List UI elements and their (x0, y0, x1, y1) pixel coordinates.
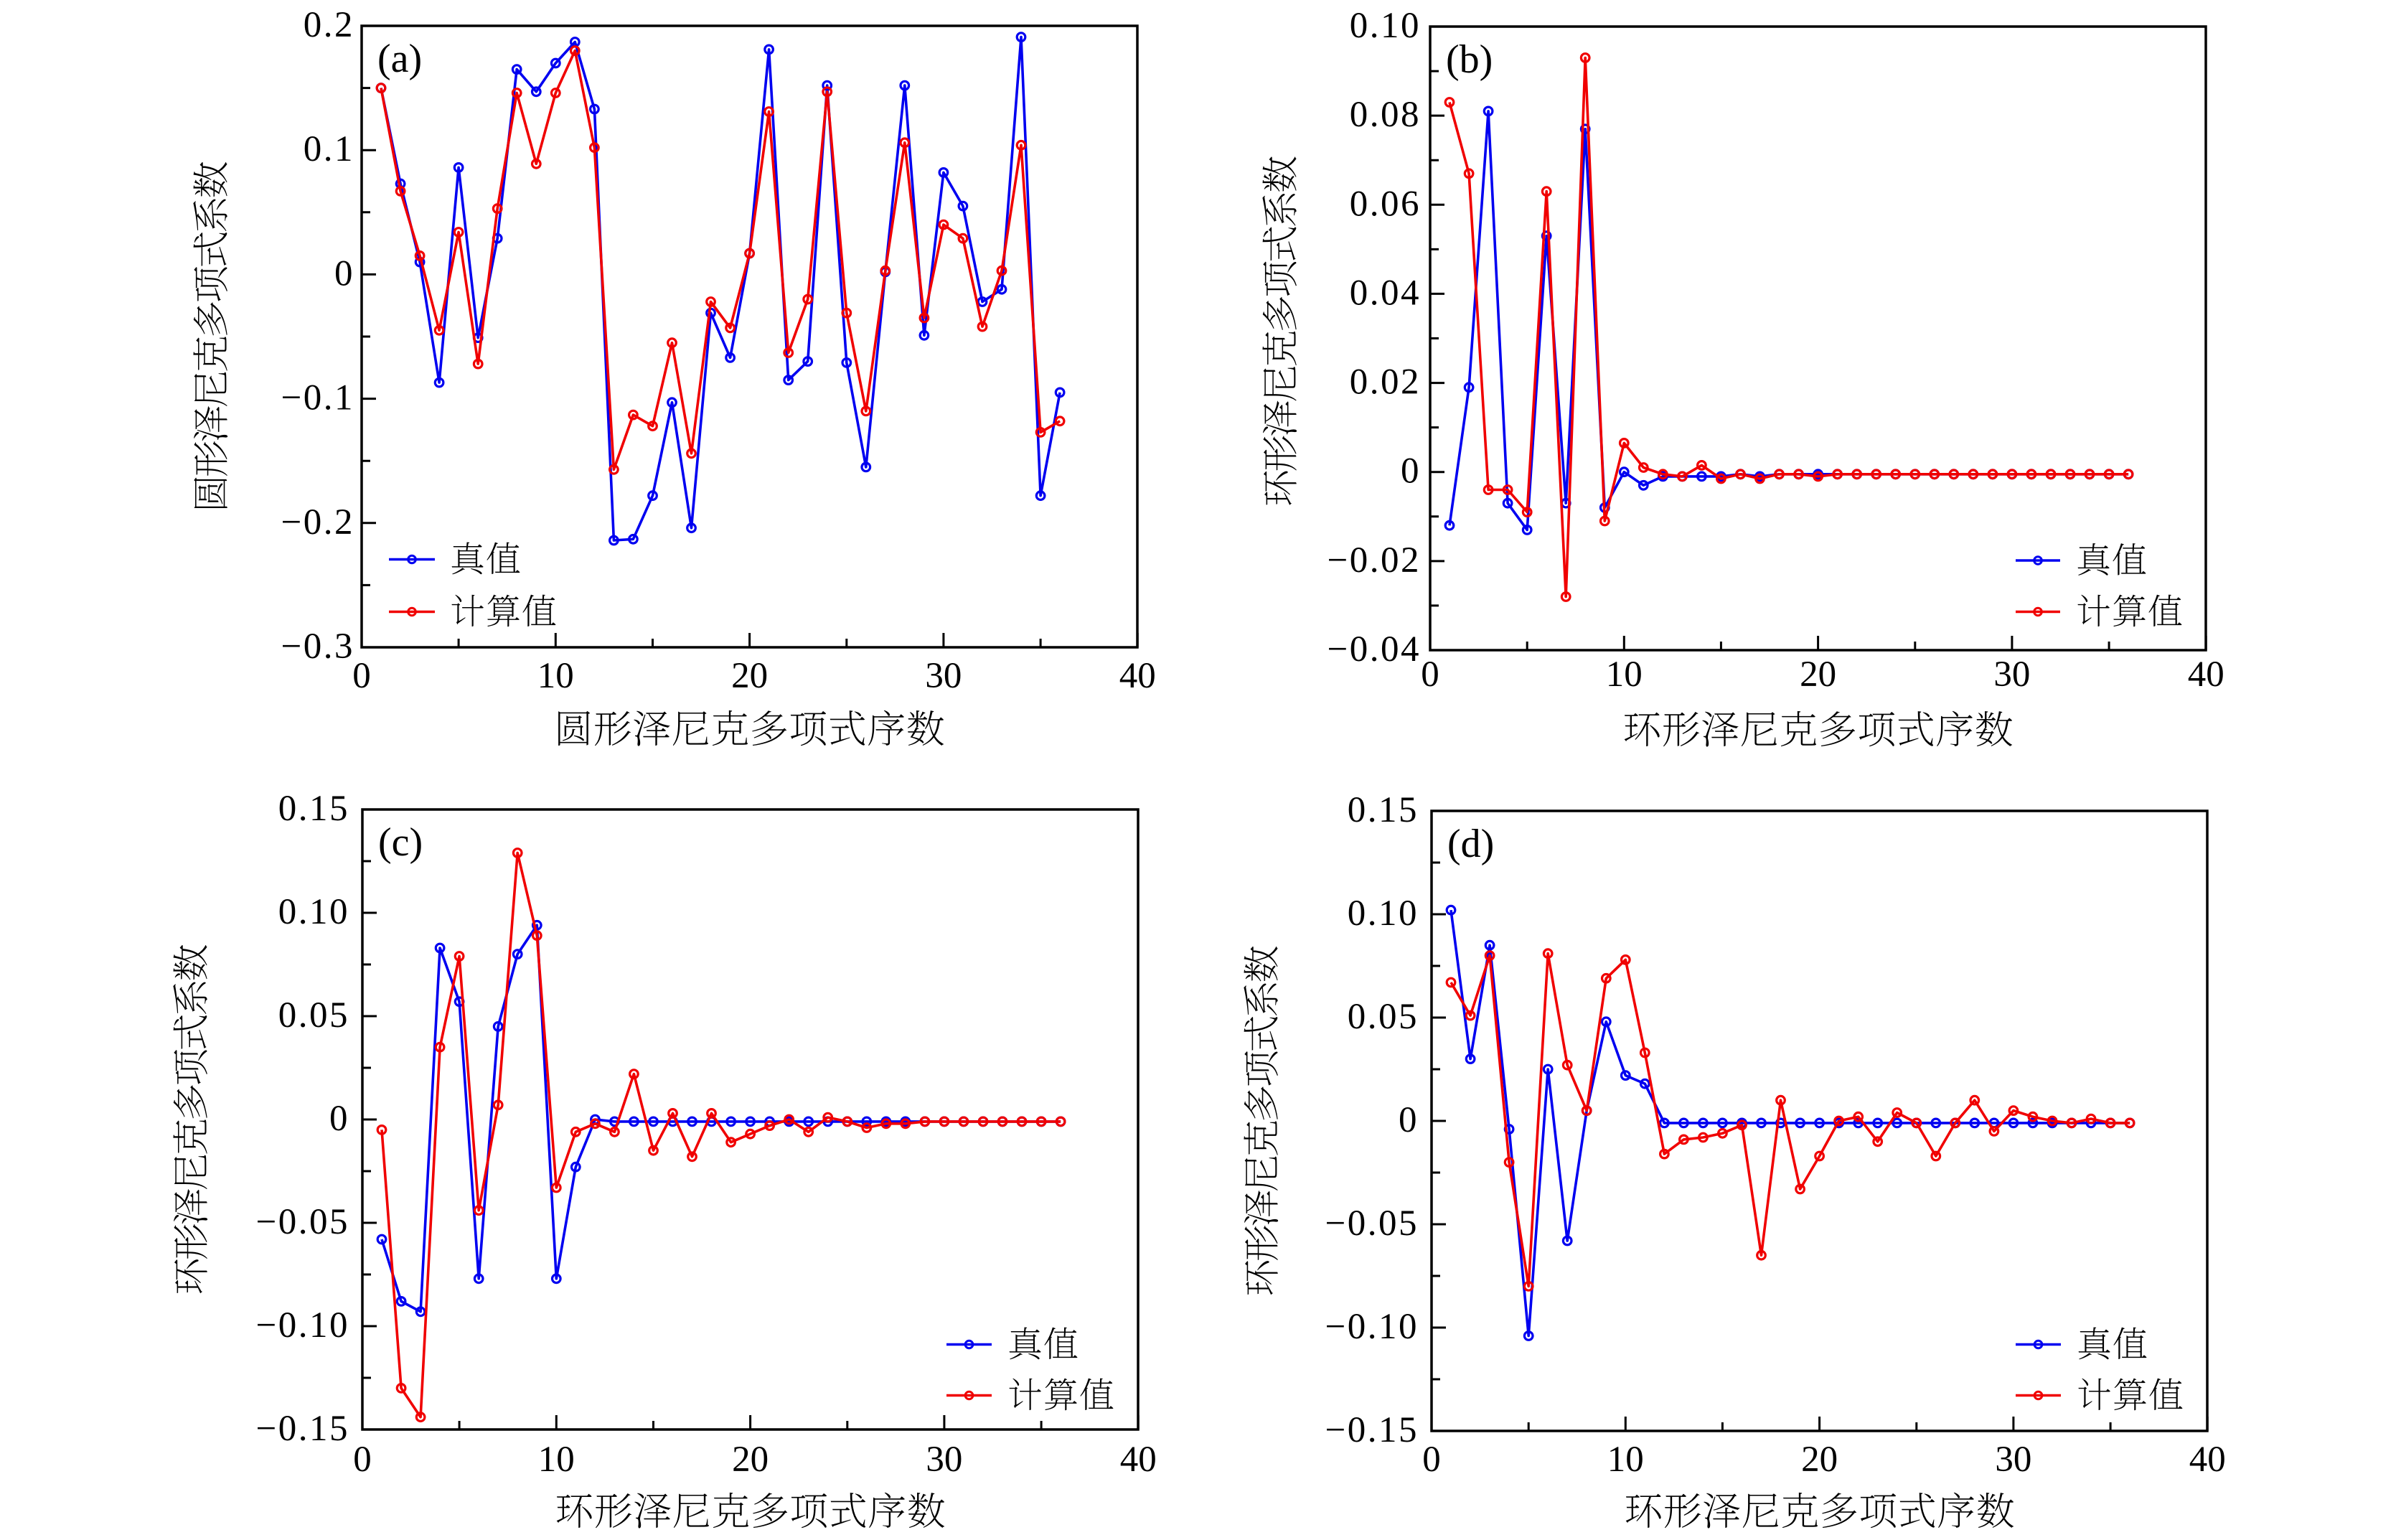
svg-text:0.15: 0.15 (1348, 790, 1419, 830)
svg-text:−0.15: −0.15 (255, 1409, 349, 1449)
svg-text:20: 20 (731, 656, 768, 696)
svg-text:0.08: 0.08 (1350, 95, 1421, 135)
svg-text:20: 20 (1801, 1440, 1838, 1480)
svg-text:−0.1: −0.1 (281, 378, 354, 418)
svg-text:10: 10 (1607, 1440, 1644, 1480)
svg-text:0: 0 (1401, 451, 1421, 492)
svg-text:0.10: 0.10 (1350, 6, 1421, 46)
svg-text:0.05: 0.05 (278, 995, 349, 1036)
svg-text:(c): (c) (378, 820, 423, 865)
svg-text:0: 0 (1422, 1440, 1441, 1480)
svg-text:(b): (b) (1446, 37, 1493, 82)
svg-text:0.05: 0.05 (1348, 997, 1419, 1037)
svg-text:0.2: 0.2 (304, 5, 354, 45)
svg-text:0: 0 (1421, 654, 1439, 695)
svg-text:0.10: 0.10 (278, 892, 349, 932)
svg-text:0: 0 (352, 656, 371, 696)
svg-text:0.15: 0.15 (278, 789, 349, 829)
svg-text:−0.02: −0.02 (1327, 540, 1421, 581)
svg-text:30: 30 (926, 1440, 962, 1480)
svg-text:0: 0 (1399, 1100, 1419, 1140)
svg-text:−0.04: −0.04 (1327, 629, 1421, 670)
svg-text:−0.3: −0.3 (281, 626, 354, 667)
svg-text:20: 20 (732, 1440, 769, 1480)
svg-text:0.06: 0.06 (1350, 184, 1421, 224)
svg-text:0.1: 0.1 (304, 129, 354, 169)
svg-text:0: 0 (329, 1099, 349, 1139)
svg-text:10: 10 (537, 656, 574, 696)
svg-text:10: 10 (1606, 654, 1643, 695)
svg-text:0: 0 (353, 1440, 372, 1480)
svg-text:20: 20 (1800, 654, 1836, 695)
svg-text:−0.15: −0.15 (1325, 1410, 1419, 1450)
svg-text:0.04: 0.04 (1350, 273, 1421, 313)
svg-text:30: 30 (1995, 1440, 2031, 1480)
svg-text:−0.05: −0.05 (1325, 1203, 1419, 1244)
svg-text:(d): (d) (1447, 822, 1494, 866)
svg-text:30: 30 (925, 656, 962, 696)
svg-text:40: 40 (2189, 1440, 2226, 1480)
svg-text:0: 0 (334, 253, 354, 294)
svg-text:−0.10: −0.10 (1325, 1307, 1419, 1347)
svg-text:−0.05: −0.05 (255, 1202, 349, 1242)
svg-text:−0.2: −0.2 (281, 502, 354, 543)
svg-text:(a): (a) (377, 37, 422, 81)
svg-text:40: 40 (1120, 1440, 1157, 1480)
svg-text:30: 30 (1993, 654, 2030, 695)
svg-text:0.10: 0.10 (1348, 893, 1419, 934)
svg-text:40: 40 (2188, 654, 2224, 695)
svg-text:0.02: 0.02 (1350, 362, 1421, 403)
svg-text:40: 40 (1119, 656, 1156, 696)
svg-text:10: 10 (538, 1440, 575, 1480)
svg-text:−0.10: −0.10 (255, 1305, 349, 1346)
